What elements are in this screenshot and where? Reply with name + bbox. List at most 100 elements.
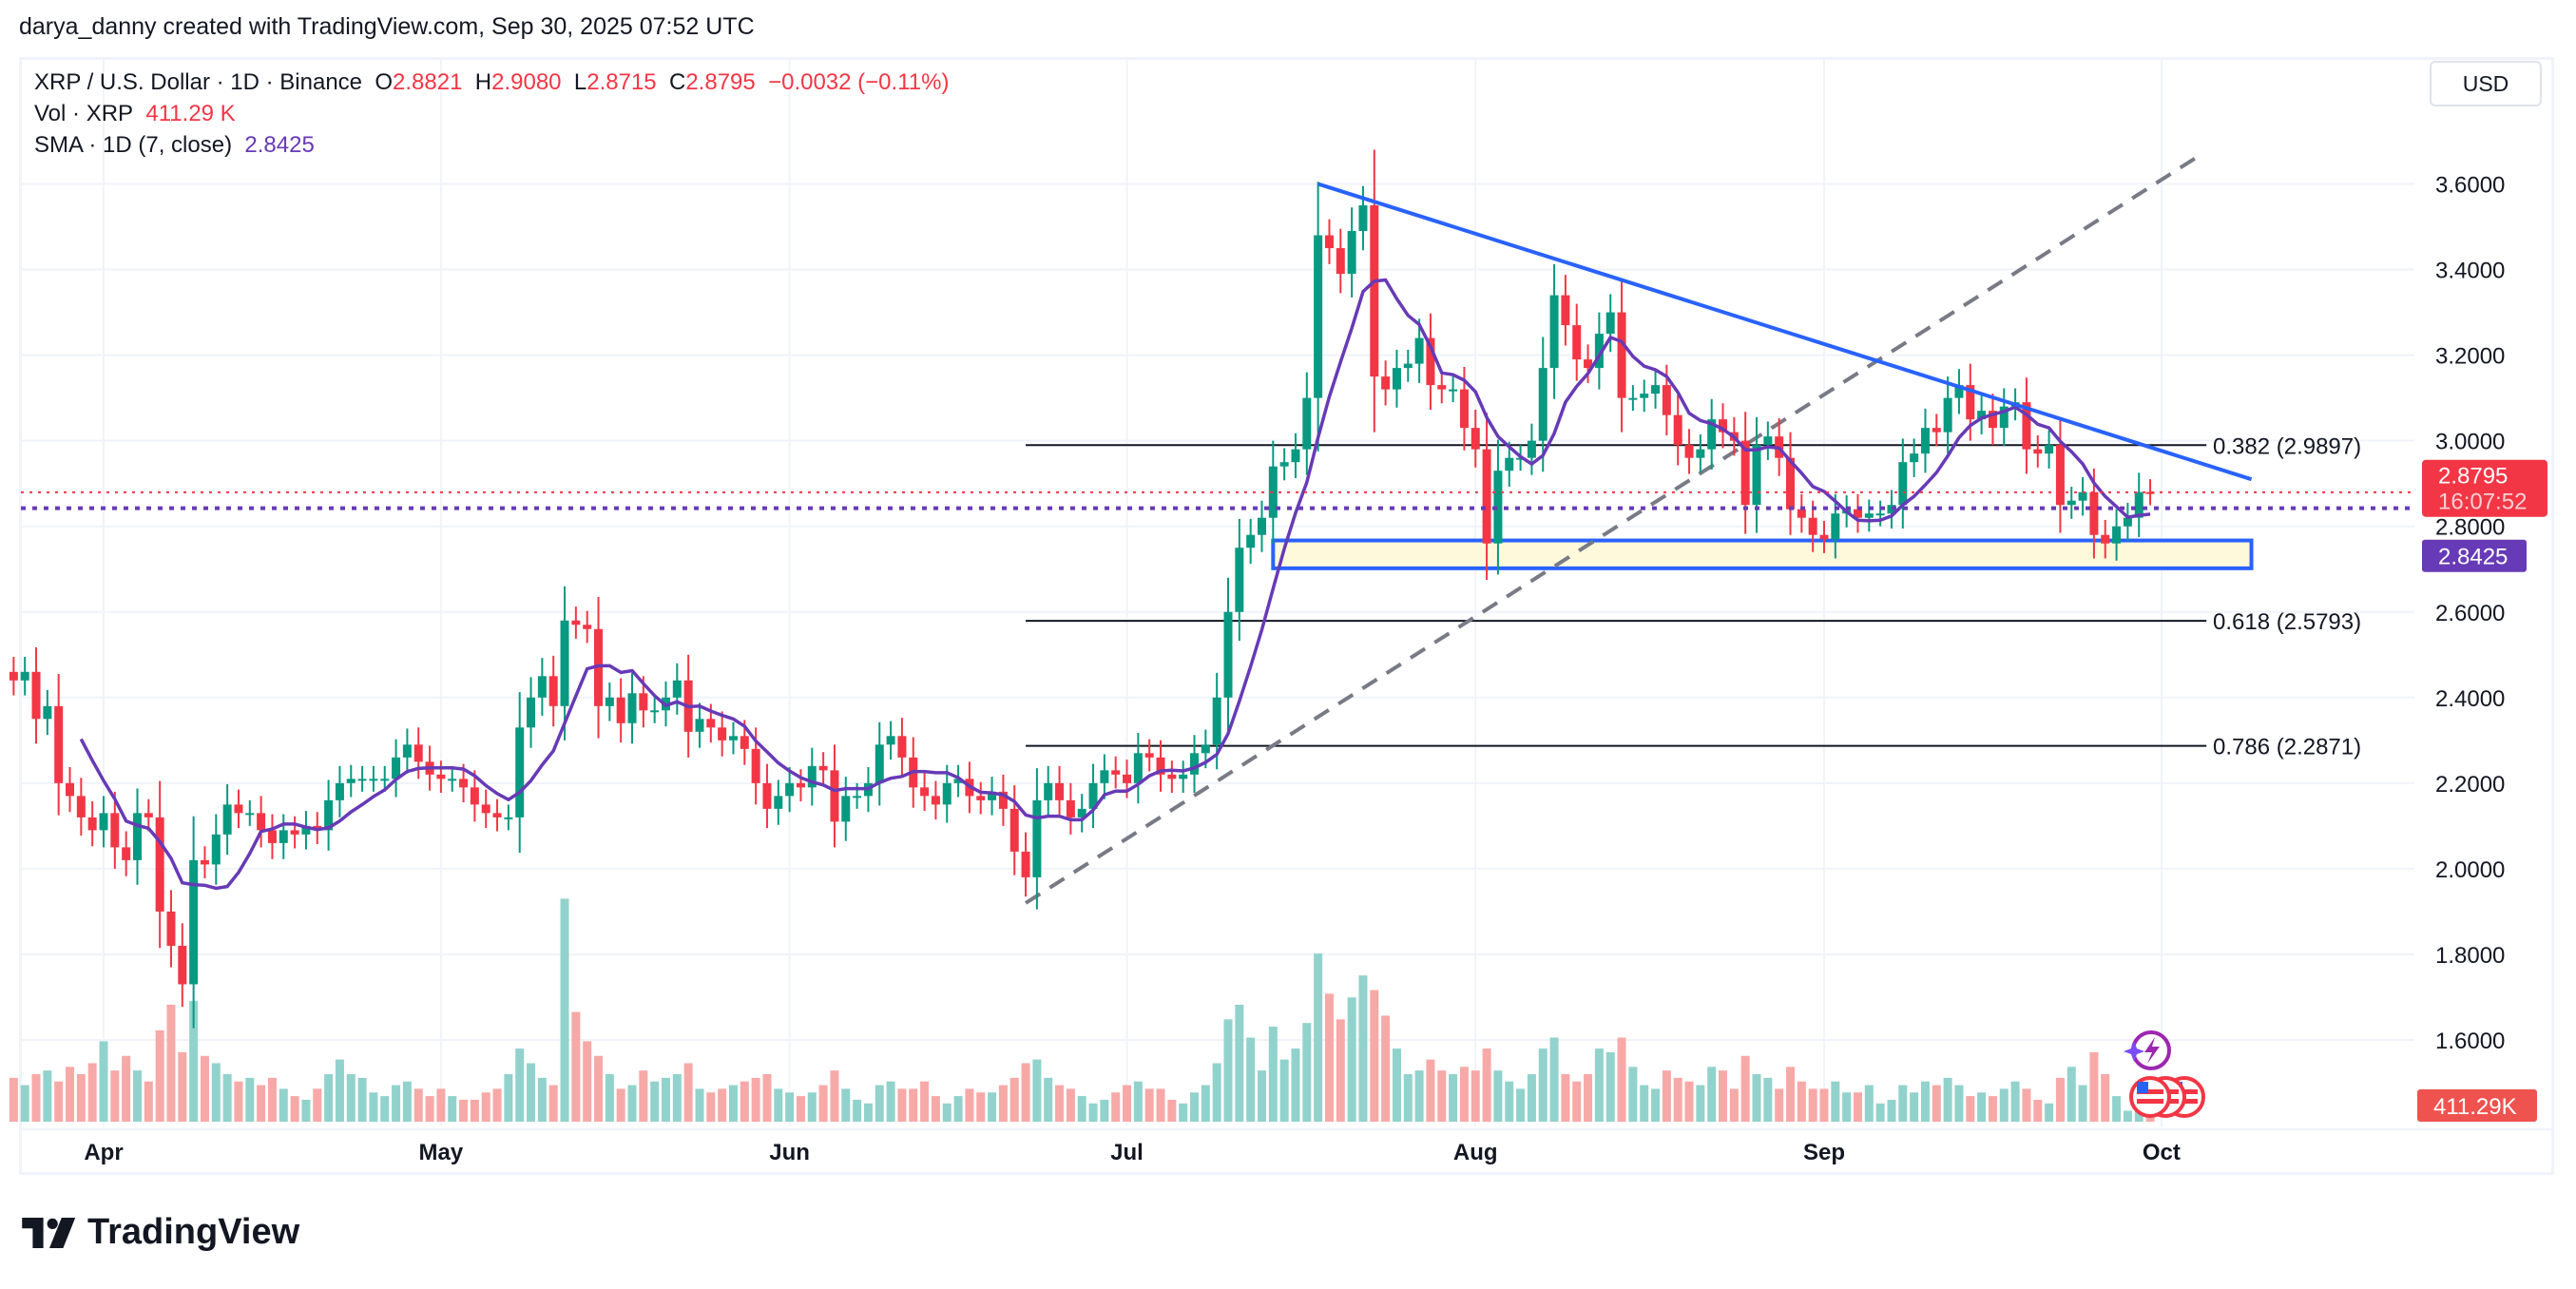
ascending-dashed-trendline — [1024, 156, 2197, 905]
close-value: 2.8795 — [685, 69, 756, 95]
volume-label[interactable]: Vol · XRP — [34, 101, 134, 126]
volume-bar — [31, 1074, 41, 1122]
volume-bar — [504, 1074, 513, 1122]
candle-body — [1009, 808, 1019, 852]
candle-body — [222, 804, 232, 835]
price-axis-label: 2.0000 — [2435, 857, 2505, 883]
candle-body — [1831, 513, 1840, 540]
volume-bar — [211, 1063, 221, 1122]
time-axis-label: Sep — [1803, 1140, 1845, 1165]
candle-body — [1707, 419, 1717, 450]
candle-body — [470, 787, 479, 805]
candle-body — [9, 671, 18, 681]
volume-bar — [976, 1092, 986, 1122]
events-group[interactable] — [2124, 1030, 2205, 1118]
candle-body — [1392, 368, 1401, 390]
candle-body — [1719, 419, 1728, 433]
price-axis-label: 3.0000 — [2435, 430, 2505, 455]
price-axis-label: 3.2000 — [2435, 344, 2505, 370]
volume-bar — [1977, 1092, 1987, 1122]
candle-body — [211, 834, 221, 865]
candle-body — [1538, 368, 1548, 441]
volume-bar — [1797, 1081, 1806, 1122]
volume-bar — [1775, 1088, 1784, 1122]
candle-body — [1190, 753, 1200, 775]
volume-bar — [1729, 1088, 1739, 1122]
candle-body — [2089, 491, 2099, 535]
candle-body — [178, 945, 187, 985]
volume-bar — [2045, 1103, 2054, 1122]
candle-body — [1954, 385, 1964, 398]
volume-bar — [43, 1070, 52, 1122]
volume-bar — [1279, 1059, 1289, 1122]
candle-body — [594, 628, 604, 706]
candle-body — [1910, 453, 1919, 463]
volume-bar — [392, 1085, 401, 1122]
volume-bar — [931, 1096, 940, 1122]
candle-body — [931, 796, 940, 805]
tradingview-logo[interactable]: TradingView — [21, 1212, 299, 1253]
volume-bar — [1403, 1074, 1413, 1122]
symbol-title[interactable]: XRP / U.S. Dollar · 1D · Binance — [34, 69, 363, 95]
candle-body — [200, 859, 209, 865]
volume-bar — [537, 1077, 547, 1122]
volume-bar — [2123, 1110, 2132, 1122]
price-axis-label: 1.6000 — [2435, 1029, 2505, 1054]
volume-bar — [1763, 1077, 1773, 1122]
currency-button[interactable]: USD — [2430, 61, 2542, 106]
volume-bar — [459, 1099, 469, 1122]
candle-body — [1358, 205, 1368, 232]
candle-body — [988, 791, 997, 800]
candle-body — [2134, 491, 2143, 518]
volume-bar — [1864, 1085, 1874, 1122]
price-axis-label: 2.8000 — [2435, 515, 2505, 541]
candle-body — [1516, 457, 1526, 460]
flag-stripe — [2137, 1099, 2163, 1104]
candle-body — [998, 791, 1008, 809]
volume-bar — [728, 1085, 738, 1122]
volume-bar — [1561, 1074, 1570, 1122]
volume-value: 411.29 K — [145, 101, 236, 126]
volume-bar — [774, 1088, 783, 1122]
volume-bar — [1786, 1067, 1795, 1122]
volume-bar — [222, 1074, 232, 1122]
candle-body — [537, 676, 547, 698]
candle-body — [807, 765, 817, 788]
candle-body — [1549, 295, 1559, 369]
candle-body — [1988, 411, 1997, 429]
sma-label[interactable]: SMA · 1D (7, close) — [34, 132, 233, 158]
candle-body — [66, 782, 75, 797]
candle-body — [481, 804, 490, 814]
volume-bar — [178, 1051, 187, 1122]
volume-bar — [1268, 1027, 1278, 1122]
candle-body — [234, 804, 243, 814]
time-axis-label: May — [419, 1140, 464, 1165]
volume-bar — [1201, 1085, 1210, 1122]
last-price-badge — [2422, 459, 2547, 517]
candle-body — [1605, 312, 1615, 335]
flag-stripe — [2137, 1089, 2163, 1094]
volume-bar — [1505, 1081, 1514, 1122]
chart-frame — [19, 57, 2554, 1175]
candle-body — [695, 719, 704, 732]
candle-body — [43, 705, 52, 720]
volume-bar — [1055, 1085, 1065, 1122]
candle-body — [1943, 397, 1952, 433]
volume-bar — [1246, 1037, 1256, 1122]
candle-body — [527, 697, 536, 728]
volume-bar — [335, 1059, 344, 1122]
candle-body — [290, 830, 299, 835]
volume-bar — [1943, 1077, 1952, 1122]
symbol-legend-row: XRP / U.S. Dollar · 1D · Binance O2.8821… — [34, 67, 949, 98]
candle-body — [1156, 757, 1165, 775]
time-axis-label: Oct — [2143, 1140, 2181, 1165]
volume-bar — [706, 1092, 716, 1122]
volume-bar — [853, 1099, 862, 1122]
volume-bar — [594, 1055, 604, 1122]
open-value: 2.8821 — [393, 69, 463, 95]
candle-body — [1246, 534, 1256, 548]
candle-body — [1302, 397, 1312, 450]
volume-bar — [1471, 1070, 1480, 1122]
candle-body — [459, 779, 469, 788]
